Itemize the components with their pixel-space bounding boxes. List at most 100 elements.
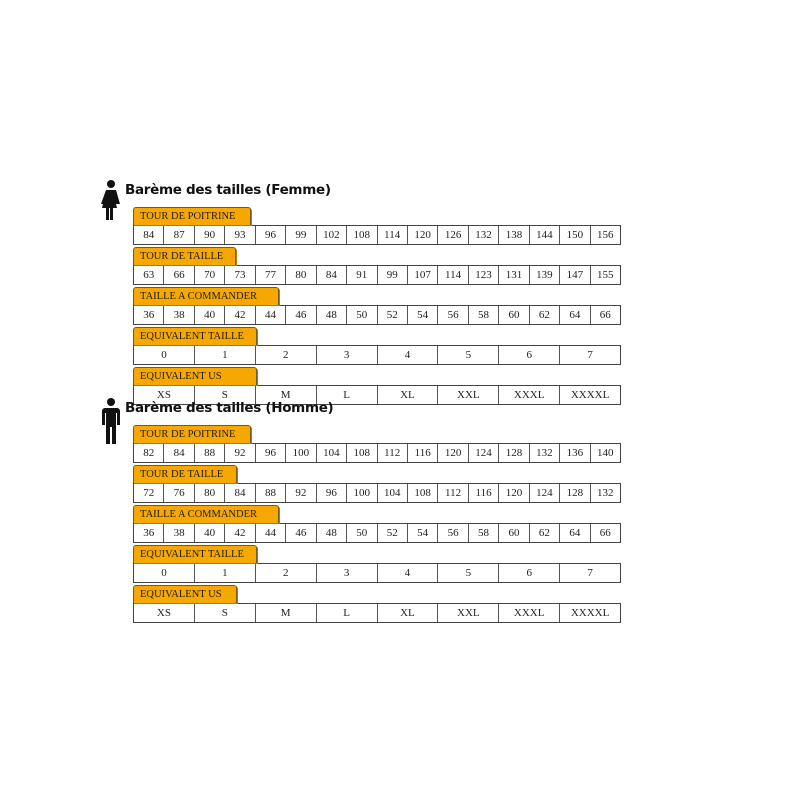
- table-cell: 138: [499, 226, 530, 244]
- measurement-block: TOUR DE TAILLE 72 76 80 84 88 92 96 100 104 108 11…: [133, 464, 628, 503]
- table-cell: 132: [469, 226, 500, 244]
- row-label: TOUR DE POITRINE: [133, 425, 251, 443]
- table-cell: 63: [134, 266, 165, 284]
- table-cell: XXXXL: [570, 389, 610, 401]
- measurement-block: EQUIVALENT US XS S M L XL XXL XXXL XXXXL: [133, 366, 628, 405]
- table-row: 36 38 40 42 44 46 48 50 52 54 56 58 60 62 64 66: [133, 523, 621, 543]
- measurement-block: TAILLE A COMMANDER 36 38 40 42 44 46 48 50 52 54 5…: [133, 504, 628, 543]
- table-cell: 64: [560, 306, 591, 324]
- table-cell: XXXL: [499, 386, 561, 404]
- table-cell: 52: [378, 306, 408, 324]
- table-cell: 3: [317, 564, 378, 582]
- row-label: TOUR DE TAILLE: [133, 465, 237, 483]
- table-cell: 128: [499, 444, 530, 462]
- table-cell: 77: [256, 266, 287, 284]
- table-cell: 5: [438, 564, 500, 582]
- table-cell: 54: [408, 524, 439, 542]
- table-cell: 6: [499, 564, 561, 582]
- table-cell: 2: [256, 346, 317, 364]
- table-cell: 104: [317, 444, 348, 462]
- table-cell: 114: [378, 226, 408, 244]
- table-cell: 136: [560, 444, 591, 462]
- table-cell: 58: [469, 524, 500, 542]
- table-cell: 7: [587, 567, 593, 579]
- table-cell: 72: [134, 484, 165, 502]
- table-cell: 56: [438, 306, 469, 324]
- table-cell: 38: [164, 524, 195, 542]
- table-cell: 120: [408, 226, 439, 244]
- section-title: Barème des tailles (Homme): [125, 400, 334, 416]
- table-cell: 124: [469, 444, 500, 462]
- man-icon: [100, 398, 122, 449]
- table-cell: 84: [225, 484, 256, 502]
- table-cell: 150: [560, 226, 591, 244]
- table-cell: XXXL: [499, 604, 561, 622]
- table-cell: 116: [469, 484, 500, 502]
- table-cell: 123: [469, 266, 500, 284]
- table-cell: 156: [597, 229, 614, 241]
- table-cell: 104: [378, 484, 408, 502]
- table-cell: 0: [134, 564, 195, 582]
- table-cell: 56: [438, 524, 469, 542]
- table-cell: S: [195, 386, 256, 404]
- table-cell: 50: [347, 306, 378, 324]
- table-cell: 46: [286, 524, 317, 542]
- table-row: XS S M L XL XXL XXXL XXXXL: [133, 385, 621, 405]
- table-cell: 70: [195, 266, 226, 284]
- measurement-block: TAILLE A COMMANDER 36 38 40 42 44 46 48 50 52 54 5…: [133, 286, 628, 325]
- table-cell: 147: [560, 266, 591, 284]
- row-label: TOUR DE POITRINE: [133, 207, 251, 225]
- table-cell: 66: [164, 266, 195, 284]
- table-cell: L: [317, 386, 378, 404]
- table-cell: 92: [225, 444, 256, 462]
- table-cell: 80: [195, 484, 226, 502]
- table-cell: 62: [530, 524, 561, 542]
- section-header: Barème des tailles (Homme): [98, 398, 628, 444]
- measurement-block: EQUIVALENT US XS S M L XL XXL XXXL XXXXL: [133, 584, 628, 623]
- table-cell: 108: [347, 226, 378, 244]
- table-cell: XS: [134, 386, 195, 404]
- table-cell: 90: [195, 226, 226, 244]
- table-cell: 126: [438, 226, 469, 244]
- table-cell: XXL: [438, 386, 500, 404]
- table-cell: 5: [438, 346, 500, 364]
- table-cell: 128: [560, 484, 591, 502]
- table-cell: 50: [347, 524, 378, 542]
- table-cell: 38: [164, 306, 195, 324]
- table-cell: 132: [530, 444, 561, 462]
- table-cell: 107: [408, 266, 439, 284]
- table-cell: 114: [438, 266, 469, 284]
- row-label: TOUR DE TAILLE: [133, 247, 236, 265]
- table-row: XS S M L XL XXL XXXL XXXXL: [133, 603, 621, 623]
- table-cell: 4: [378, 346, 439, 364]
- table-cell: 88: [256, 484, 287, 502]
- table-cell: 1: [195, 564, 256, 582]
- table-cell: 7: [587, 349, 593, 361]
- table-cell: 92: [286, 484, 317, 502]
- table-cell: 58: [469, 306, 500, 324]
- table-cell: S: [195, 604, 256, 622]
- row-label: EQUIVALENT TAILLE: [133, 545, 257, 563]
- table-cell: 48: [317, 524, 348, 542]
- table-cell: 76: [164, 484, 195, 502]
- table-cell: 60: [499, 306, 530, 324]
- table-cell: 44: [256, 524, 287, 542]
- table-cell: 120: [438, 444, 469, 462]
- table-cell: L: [317, 604, 378, 622]
- table-cell: 82: [134, 444, 165, 462]
- table-cell: 40: [195, 524, 226, 542]
- table-cell: 112: [438, 484, 469, 502]
- table-cell: 124: [530, 484, 561, 502]
- table-row: 72 76 80 84 88 92 96 100 104 108 112 116 120 124 128 13…: [133, 483, 621, 503]
- table-cell: 116: [408, 444, 439, 462]
- table-cell: 6: [499, 346, 561, 364]
- table-cell: 66: [599, 309, 611, 321]
- table-cell: M: [256, 386, 317, 404]
- table-cell: 102: [317, 226, 348, 244]
- male-size-chart: Barème des tailles (Homme) TOUR DE POITR…: [98, 398, 628, 624]
- row-label: EQUIVALENT US: [133, 585, 237, 603]
- woman-icon: [100, 180, 122, 225]
- section-header: Barème des tailles (Femme): [98, 180, 628, 220]
